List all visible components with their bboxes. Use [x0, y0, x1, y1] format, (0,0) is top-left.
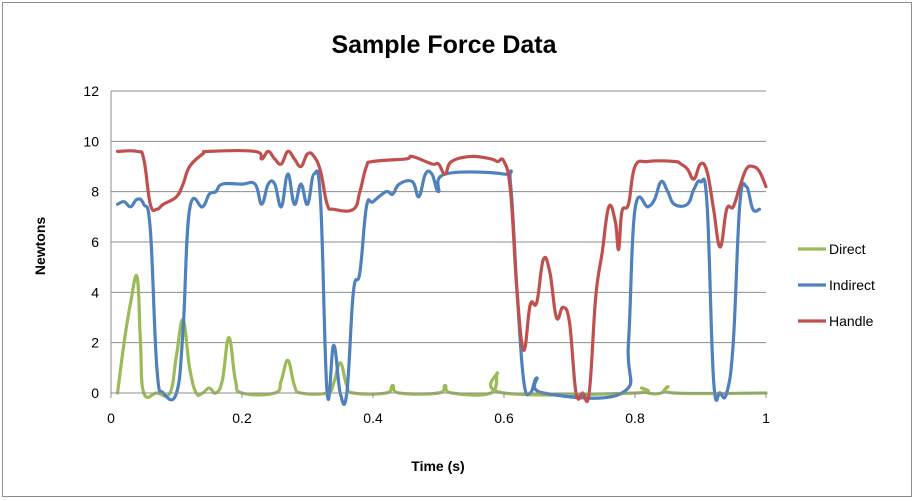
- chart-svg: Sample Force Data 0 2 4 6 8 10 12 0 0.2 0.4 0.6 0.…: [32, 31, 875, 474]
- legend-label-indirect: Indirect: [829, 277, 875, 293]
- legend: Direct Indirect Handle: [798, 241, 875, 329]
- y-tick-label: 8: [91, 184, 99, 200]
- x-tick-label: 0.8: [625, 410, 645, 426]
- y-axis-title: Newtons: [32, 217, 48, 276]
- x-tick-label: 1: [762, 410, 770, 426]
- axes: [110, 91, 767, 398]
- legend-label-direct: Direct: [829, 241, 866, 257]
- gridlines: [111, 90, 766, 394]
- x-tick-labels: 0 0.2 0.4 0.6 0.8 1: [107, 410, 770, 426]
- y-tick-label: 0: [91, 385, 99, 401]
- y-tick-labels: 0 2 4 6 8 10 12: [83, 83, 99, 401]
- y-tick-label: 4: [91, 284, 99, 300]
- x-tick-label: 0.2: [232, 410, 252, 426]
- x-tick-label: 0: [107, 410, 115, 426]
- x-axis-title: Time (s): [411, 458, 464, 474]
- x-tick-label: 0.6: [494, 410, 514, 426]
- y-tick-label: 10: [83, 133, 99, 149]
- y-tick-label: 12: [83, 83, 99, 99]
- y-tick-label: 2: [91, 335, 99, 351]
- legend-label-handle: Handle: [829, 313, 874, 329]
- series-line-direct: [115, 273, 768, 400]
- chart-title: Sample Force Data: [331, 31, 557, 59]
- series-line-handle: [115, 149, 768, 404]
- series-layer: [115, 149, 768, 406]
- series-line-indirect: [115, 169, 762, 406]
- y-tick-label: 6: [91, 234, 99, 250]
- x-tick-label: 0.4: [363, 410, 383, 426]
